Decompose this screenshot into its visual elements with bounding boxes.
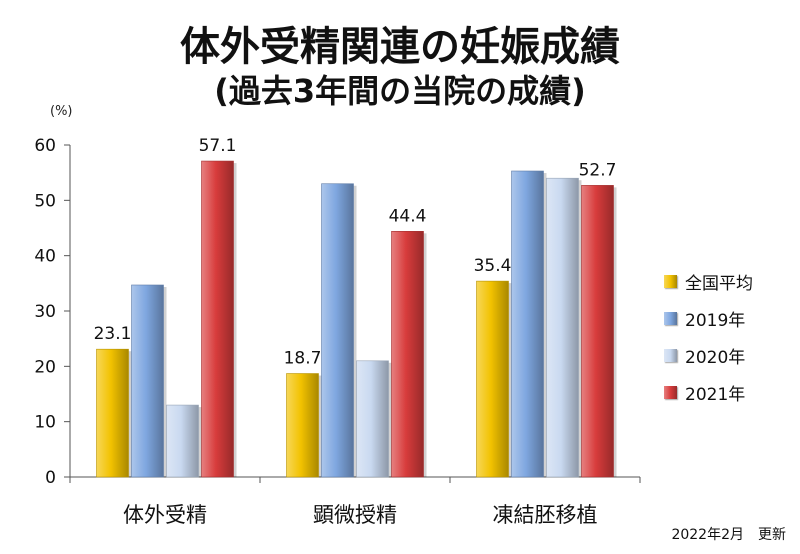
bar-4-3 xyxy=(581,185,614,478)
bar-3-1 xyxy=(166,404,199,478)
y-tick-label: 50 xyxy=(34,191,56,211)
data-label: 44.4 xyxy=(389,206,427,226)
legend-swatch xyxy=(664,274,677,288)
bar-2-2 xyxy=(321,183,354,478)
bar-3-2 xyxy=(356,360,389,478)
footnote: 2022年2月 更新 xyxy=(671,527,786,543)
legend: 全国平均 2019年 2020年 2021年 xyxy=(664,266,753,414)
y-axis-unit: (%) xyxy=(50,104,73,119)
x-category-label: 凍結胚移植 xyxy=(493,503,598,527)
bar-1-1 xyxy=(96,348,129,478)
y-tick-label: 0 xyxy=(45,468,56,488)
legend-label: 全国平均 xyxy=(685,273,753,294)
y-tick-label: 20 xyxy=(34,357,56,377)
y-tick-label: 60 xyxy=(34,136,56,156)
legend-item: 全国平均 xyxy=(664,266,753,296)
chart-title: 体外受精関連の妊娠成績 xyxy=(180,24,620,70)
legend-item: 2020年 xyxy=(664,340,753,370)
bar-4-1 xyxy=(201,160,234,478)
legend-item: 2021年 xyxy=(664,377,753,407)
bar-2-3 xyxy=(511,170,544,478)
bar-4-2 xyxy=(391,231,424,478)
legend-swatch xyxy=(664,348,677,362)
y-tick-label: 10 xyxy=(34,413,56,433)
legend-item: 2019年 xyxy=(664,303,753,333)
legend-swatch xyxy=(664,385,677,399)
data-label: 23.1 xyxy=(94,324,132,344)
y-tick-label: 30 xyxy=(34,302,56,322)
chart-subtitle: (過去3年間の当院の成績) xyxy=(214,72,586,110)
bar-3-3 xyxy=(546,177,579,478)
bar-1-2 xyxy=(286,373,319,478)
x-category-label: 体外受精 xyxy=(123,503,207,527)
data-label: 57.1 xyxy=(199,136,237,156)
x-category-label: 顕微授精 xyxy=(313,503,397,527)
legend-label: 2019年 xyxy=(685,310,746,331)
data-label: 35.4 xyxy=(474,256,512,276)
y-tick-label: 40 xyxy=(34,247,56,267)
legend-label: 2020年 xyxy=(685,347,746,368)
data-label: 52.7 xyxy=(579,160,617,180)
legend-label: 2021年 xyxy=(685,384,746,405)
bar-2-1 xyxy=(131,284,164,478)
legend-swatch xyxy=(664,311,677,325)
bar-1-3 xyxy=(476,280,509,478)
data-label: 18.7 xyxy=(284,349,322,369)
